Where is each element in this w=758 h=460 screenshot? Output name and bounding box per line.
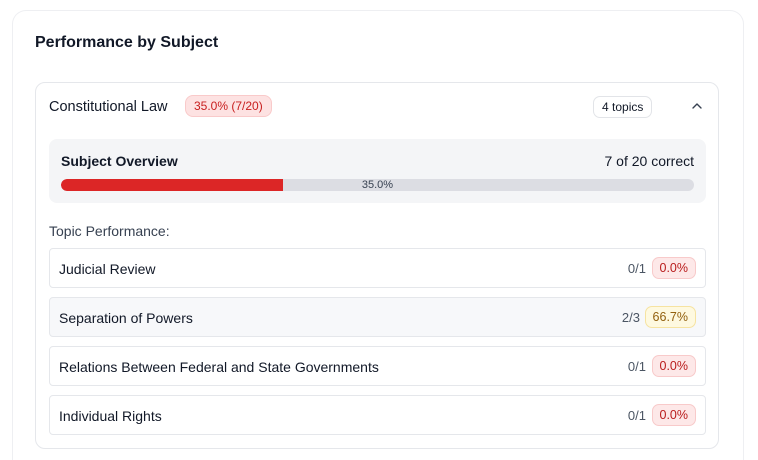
topic-name: Individual Rights	[59, 408, 162, 424]
progress-label: 35.0%	[361, 179, 394, 191]
topic-score-badge: 0.0%	[651, 404, 696, 426]
topic-name: Relations Between Federal and State Gove…	[59, 359, 379, 375]
section-title: Performance by Subject	[35, 34, 219, 51]
overview-title: Subject Overview	[61, 153, 178, 169]
subject-name: Constitutional Law	[49, 99, 168, 115]
topic-row[interactable]: Individual Rights 0/1 0.0%	[49, 395, 706, 435]
topic-score-badge: 0.0%	[651, 257, 696, 279]
topic-row[interactable]: Relations Between Federal and State Gove…	[49, 346, 706, 386]
topic-score-badge: 0.0%	[651, 355, 696, 377]
chevron-up-icon[interactable]	[690, 99, 704, 113]
topic-fraction: 0/1	[627, 408, 646, 423]
subject-overview: Subject Overview 7 of 20 correct 35.0%	[49, 139, 706, 203]
progress-fill	[61, 179, 283, 191]
topic-name: Separation of Powers	[59, 310, 193, 326]
topic-fraction: 0/1	[627, 261, 646, 276]
topics-count-badge: 4 topics	[593, 96, 653, 118]
overview-count: 7 of 20 correct	[604, 153, 695, 169]
topic-name: Judicial Review	[59, 261, 156, 277]
topic-fraction: 2/3	[621, 310, 640, 325]
progress-bar: 35.0%	[61, 179, 694, 191]
topic-score-badge: 66.7%	[644, 306, 696, 328]
topic-row[interactable]: Separation of Powers 2/3 66.7%	[49, 297, 706, 337]
subject-header[interactable]: Constitutional Law 35.0% (7/20) 4 topics	[36, 83, 718, 129]
subject-score-badge: 35.0% (7/20)	[185, 95, 272, 117]
topic-performance-heading: Topic Performance:	[49, 223, 170, 239]
topic-row[interactable]: Judicial Review 0/1 0.0%	[49, 248, 706, 288]
subject-card: Constitutional Law 35.0% (7/20) 4 topics…	[35, 82, 719, 449]
topic-fraction: 0/1	[627, 359, 646, 374]
